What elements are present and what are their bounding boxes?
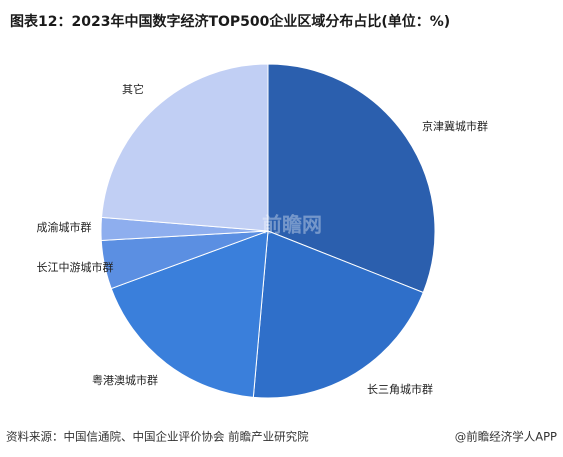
- watermark: 前瞻网: [262, 213, 322, 237]
- credit: @前瞻经济学人APP: [455, 430, 557, 444]
- slice-label: 其它: [122, 82, 144, 96]
- pie-slice: [252, 230, 424, 399]
- pie-slice: [267, 63, 436, 294]
- slice-label: 长三角城市群: [367, 382, 433, 396]
- slice-label: 成渝城市群: [37, 220, 92, 234]
- chart-title: 图表12：2023年中国数字经济TOP500企业区域分布占比(单位：%): [10, 13, 450, 30]
- slice-label: 粤港澳城市群: [92, 373, 158, 387]
- slice-label: 长江中游城市群: [37, 260, 114, 274]
- pie: [100, 63, 436, 399]
- source: 资料来源：中国信通院、中国企业评价协会 前瞻产业研究院: [6, 430, 309, 444]
- pie-slice: [101, 63, 269, 232]
- slice-label: 京津冀城市群: [422, 119, 488, 133]
- pie-slice: [110, 230, 269, 398]
